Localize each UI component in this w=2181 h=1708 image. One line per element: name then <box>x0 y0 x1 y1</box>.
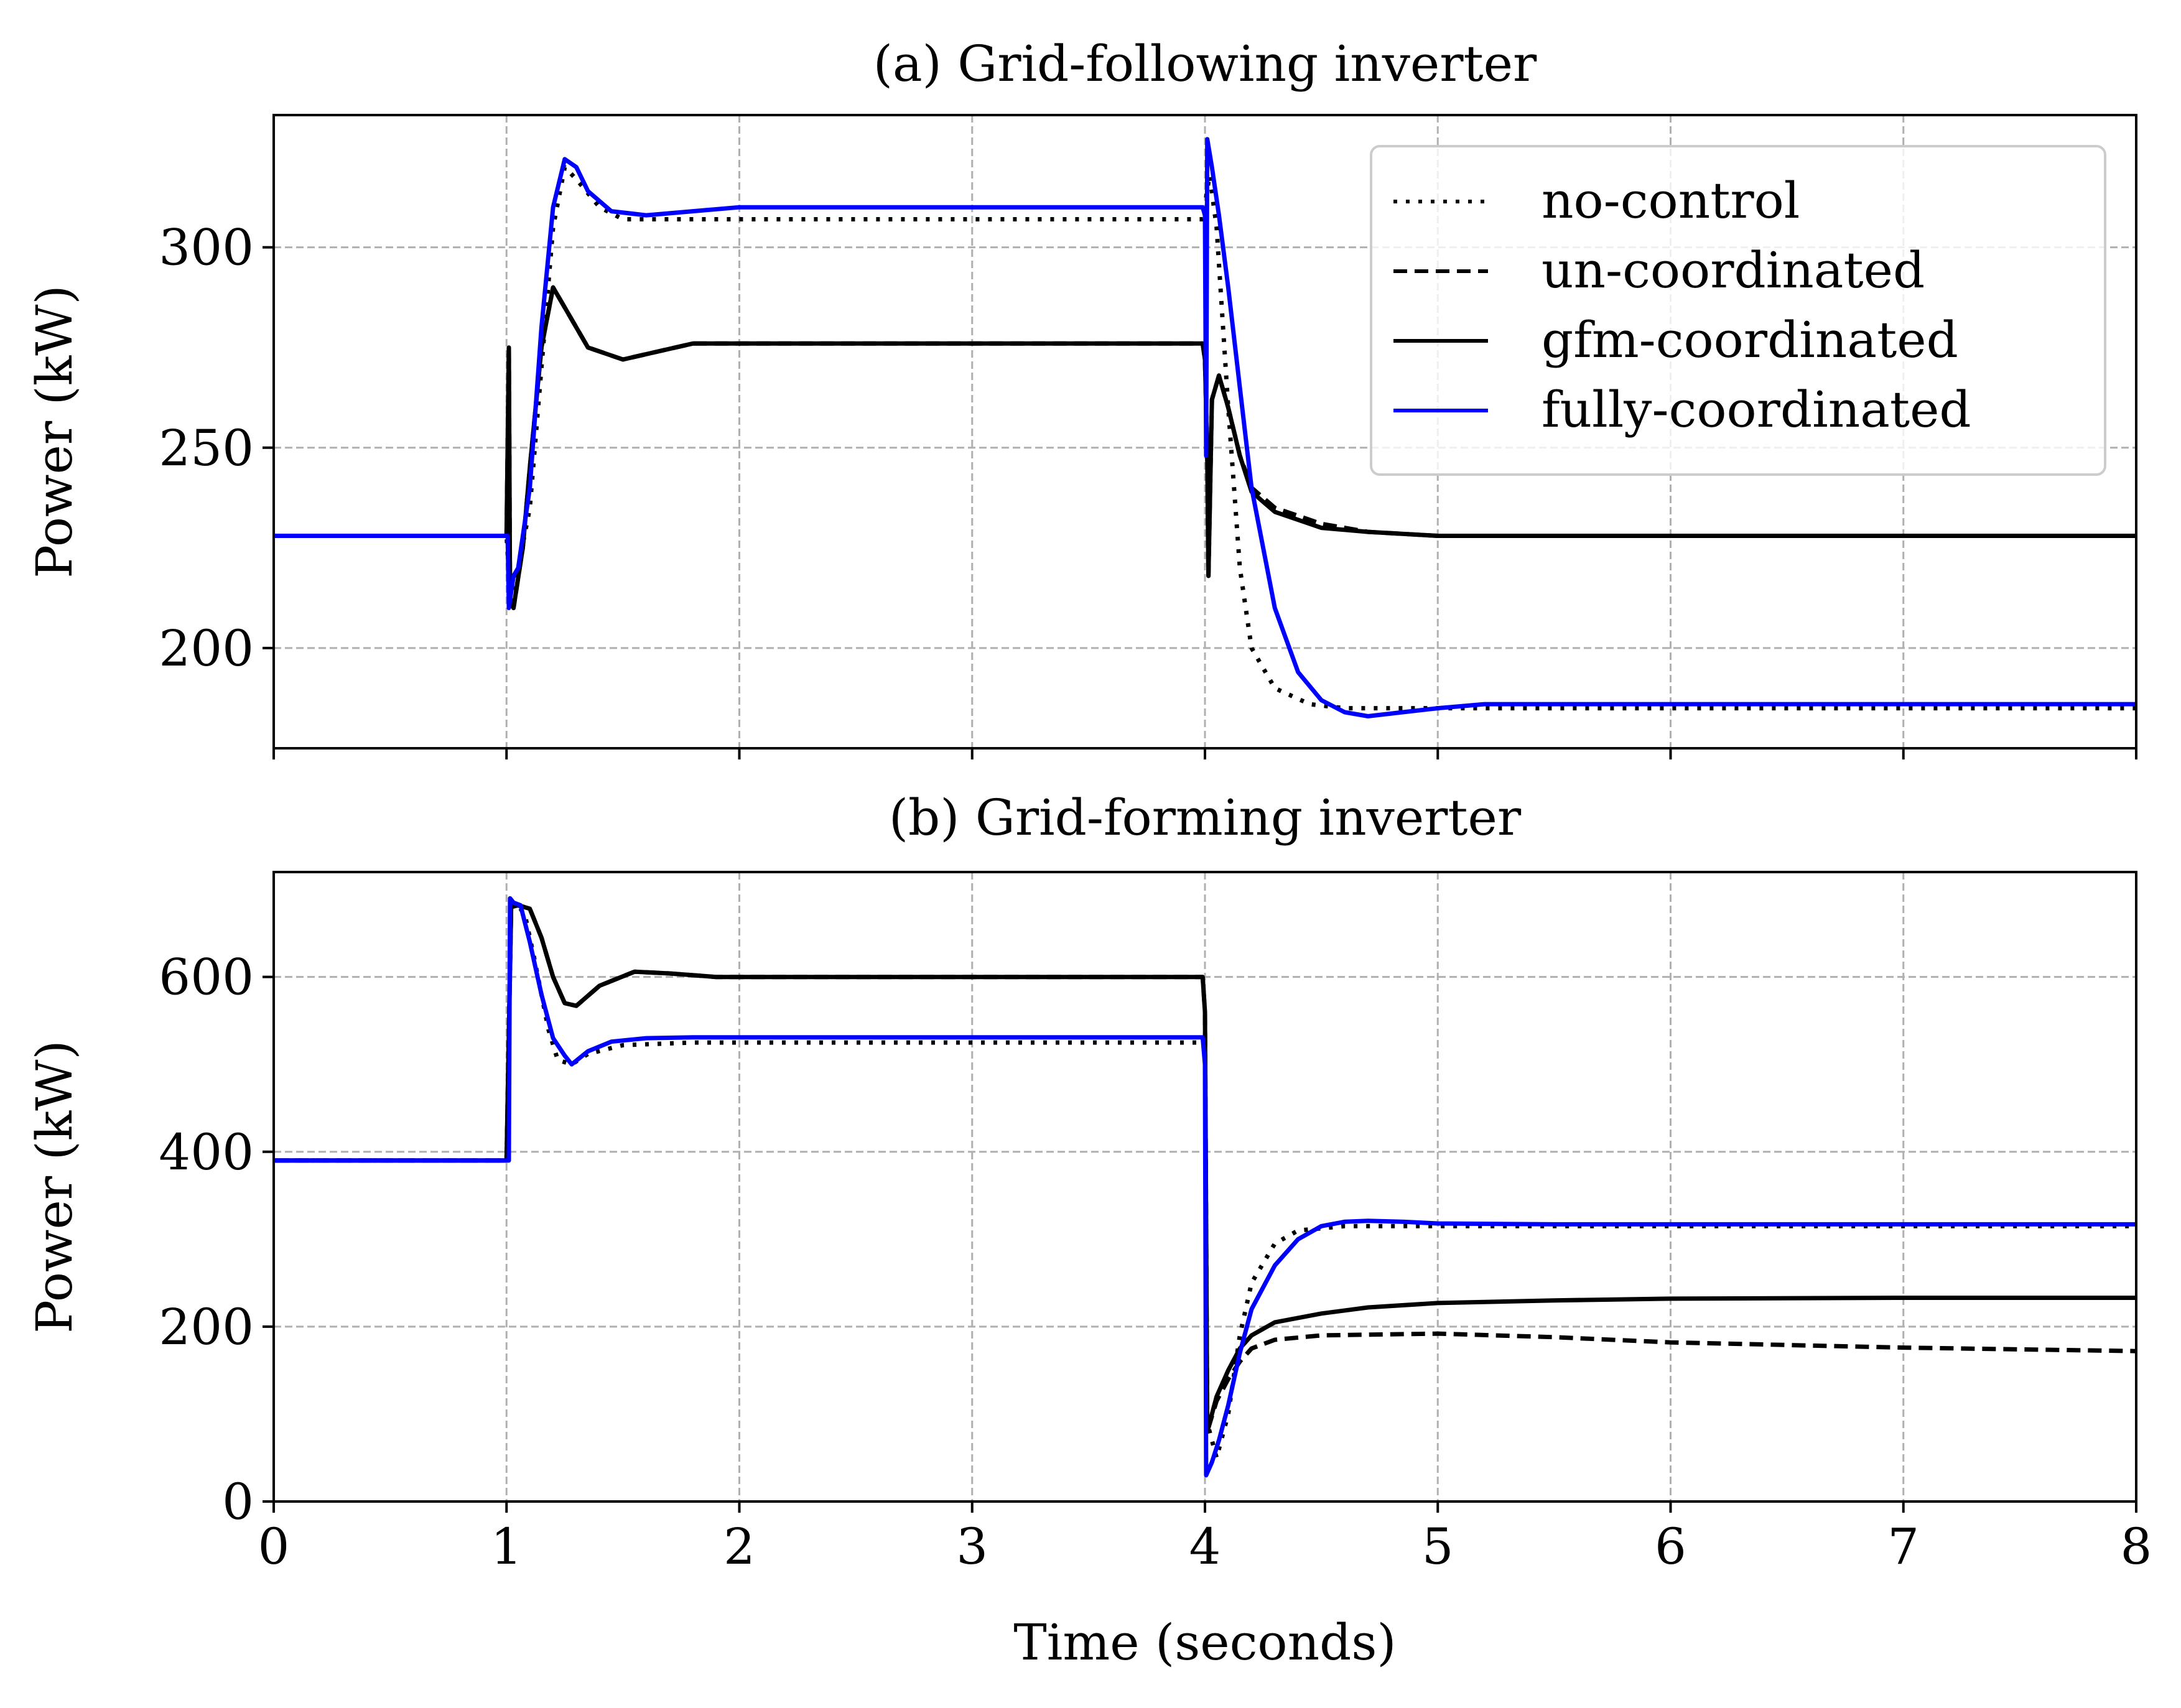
y-tick-label: 250 <box>159 419 254 477</box>
panel-a-frame <box>272 114 2137 750</box>
x-tick-label: 0 <box>258 1518 290 1576</box>
series-line-gfm-coordinated <box>274 903 2136 1434</box>
legend-box <box>1370 145 2106 476</box>
x-tick-label: 6 <box>1655 1518 1686 1576</box>
y-tick-label: 200 <box>159 1298 254 1356</box>
legend-label-gfm-coordinated: gfm-coordinated <box>1542 311 1958 369</box>
x-tick-label: 2 <box>723 1518 755 1576</box>
panel-a-title: (a) Grid-following inverter <box>873 35 1537 93</box>
y-tick-label: 600 <box>159 949 254 1006</box>
x-tick-label: 3 <box>956 1518 988 1576</box>
panel-a-ylabel: Power (kW) <box>26 285 83 578</box>
panel-b: (b) Grid-forming inverter Power (kW) 0 1 2… <box>26 789 2152 1671</box>
x-axis-label: Time (seconds) <box>1013 1613 1396 1671</box>
series-line-fully-coordinated <box>274 137 2136 718</box>
y-tick-label: 400 <box>159 1123 254 1181</box>
panel-b-title: (b) Grid-forming inverter <box>889 789 1522 847</box>
y-tick-label: 200 <box>159 620 254 677</box>
x-tick-label: 4 <box>1189 1518 1221 1576</box>
panel-b-series <box>274 896 2137 1478</box>
y-tick-label: 300 <box>159 219 254 277</box>
panel-b-ylabel: Power (kW) <box>26 1040 83 1333</box>
x-tick-label: 5 <box>1422 1518 1454 1576</box>
panel-a-series <box>274 137 2136 718</box>
panel-a-ticks: 200 250 300 <box>159 219 2137 759</box>
legend-label-un-coordinated: un-coordinated <box>1542 241 1925 299</box>
x-tick-label: 8 <box>2121 1518 2152 1576</box>
legend-label-no-control: no-control <box>1542 172 1800 230</box>
legend-label-fully-coordinated: fully-coordinated <box>1542 381 1971 439</box>
panel-b-ticks: 0 1 2 3 4 5 6 7 8 0 200 400 600 <box>159 949 2152 1576</box>
panel-b-frame <box>272 871 2137 1503</box>
legend: no-control un-coordinated gfm-coordinate… <box>1370 145 2106 476</box>
series-line-fully-coordinated <box>274 896 2136 1478</box>
x-tick-label: 7 <box>1887 1518 1919 1576</box>
x-tick-label: 1 <box>491 1518 523 1576</box>
y-tick-label: 0 <box>222 1473 254 1531</box>
panel-a: (a) Grid-following inverter Power (kW) 2… <box>26 35 2137 759</box>
